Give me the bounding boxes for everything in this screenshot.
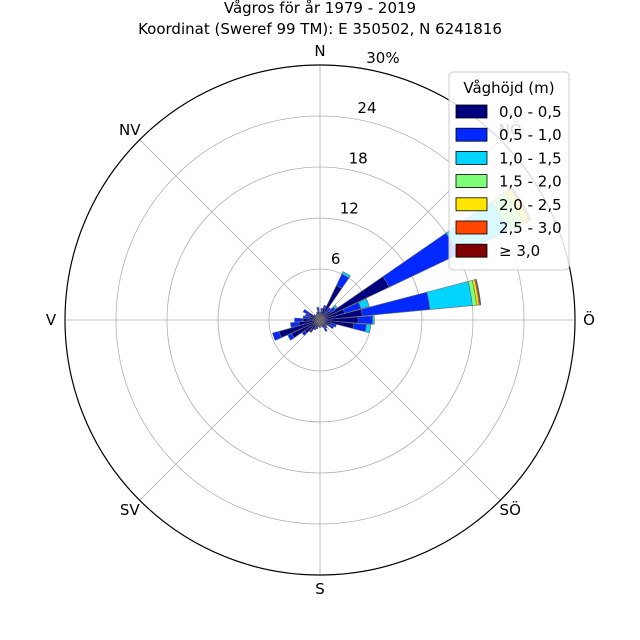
direction-label: NV <box>119 121 141 139</box>
radial-tick-label: 30% <box>366 49 399 67</box>
rose-bar-segment <box>302 308 310 315</box>
radial-tick-label: 6 <box>331 250 341 268</box>
legend-entries: 0,0 - 0,5 0,5 - 1,0 1,0 - 1,5 1,5 - 2,0 2,0 … <box>455 103 562 260</box>
legend-label: 2,5 - 3,0 <box>499 219 562 237</box>
legend-label: ≥ 3,0 <box>499 242 540 260</box>
legend-swatch <box>455 243 488 258</box>
legend-swatch <box>455 220 488 235</box>
legend-title: Våghöjd (m) <box>463 79 554 97</box>
direction-label: SV <box>120 501 141 519</box>
rose-bar-segment <box>323 304 327 309</box>
rose-bar-segment <box>426 281 473 310</box>
rose-bar-segment <box>323 324 328 329</box>
rose-bar-segment <box>327 323 335 330</box>
rose-bar-segment <box>302 315 310 320</box>
radial-tick-label: 24 <box>357 99 376 117</box>
grid-spoke <box>319 319 501 501</box>
rose-bar-segment <box>301 330 308 336</box>
radial-tick-label: 18 <box>349 149 368 167</box>
rose-bar-segment <box>315 325 319 330</box>
legend-swatch <box>455 127 488 142</box>
rose-bar-segment <box>272 330 282 341</box>
legend-label: 0,0 - 0,5 <box>499 103 562 121</box>
direction-label: N <box>314 42 325 60</box>
rose-bar-segment <box>364 324 372 334</box>
legend-label: 2,0 - 2,5 <box>499 196 562 214</box>
rose-bar-segment <box>308 328 314 333</box>
radial-tick-label: 12 <box>340 200 359 218</box>
rose-bar-segment <box>352 322 367 333</box>
chart-title: Vågros för år 1979 - 2019 <box>224 0 416 17</box>
rose-bar-segment <box>315 313 319 317</box>
polar-outline <box>64 64 576 576</box>
grid-spoke <box>139 139 321 321</box>
chart-subtitle: Koordinat (Sweref 99 TM): E 350502, N 62… <box>138 20 502 38</box>
rose-bar-segment <box>294 317 304 323</box>
rose-bar-segment <box>358 298 370 310</box>
rose-bar-segment <box>316 306 320 313</box>
rose-bar-segment <box>475 278 482 306</box>
rose-bar-segment <box>323 326 328 332</box>
legend-swatch <box>455 104 488 119</box>
legend-label: 1,0 - 1,5 <box>499 149 562 167</box>
rose-bar-segment <box>382 232 459 288</box>
rose-bar-segment <box>316 311 319 315</box>
polar-frame <box>64 64 576 576</box>
rose-bar-segment <box>304 313 312 318</box>
direction-label: V <box>46 311 57 329</box>
rose-bar-segment <box>341 271 351 279</box>
direction-label: Ö <box>583 310 595 329</box>
rose-bar-segment <box>332 304 338 310</box>
direction-label: SÖ <box>500 500 521 519</box>
rose-bar-segment <box>287 333 295 341</box>
legend: Våghöjd (m) 0,0 - 0,5 0,5 - 1,0 1,0 - 1,5 1… <box>448 71 570 271</box>
rose-bar-segment <box>290 321 300 328</box>
direction-label: S <box>315 580 325 598</box>
legend-frame <box>448 71 570 271</box>
rose-bar-segment <box>329 322 337 328</box>
legend-swatch <box>455 197 488 212</box>
legend-label: 1,5 - 2,0 <box>499 173 562 191</box>
legend-swatch <box>455 174 488 189</box>
rose-bar-segment <box>320 307 324 313</box>
rose-bar-segment <box>324 307 332 315</box>
rose-bar-segment <box>313 326 317 331</box>
grid-spoke <box>139 319 321 501</box>
rose-bar-segment <box>372 315 375 325</box>
legend-label: 0,5 - 1,0 <box>499 126 562 144</box>
rose-bar-segment <box>357 315 373 325</box>
radial-tick-labels: 6 12 18 24 30% <box>331 49 400 268</box>
legend-swatch <box>455 150 488 165</box>
polar-grid <box>65 65 575 575</box>
